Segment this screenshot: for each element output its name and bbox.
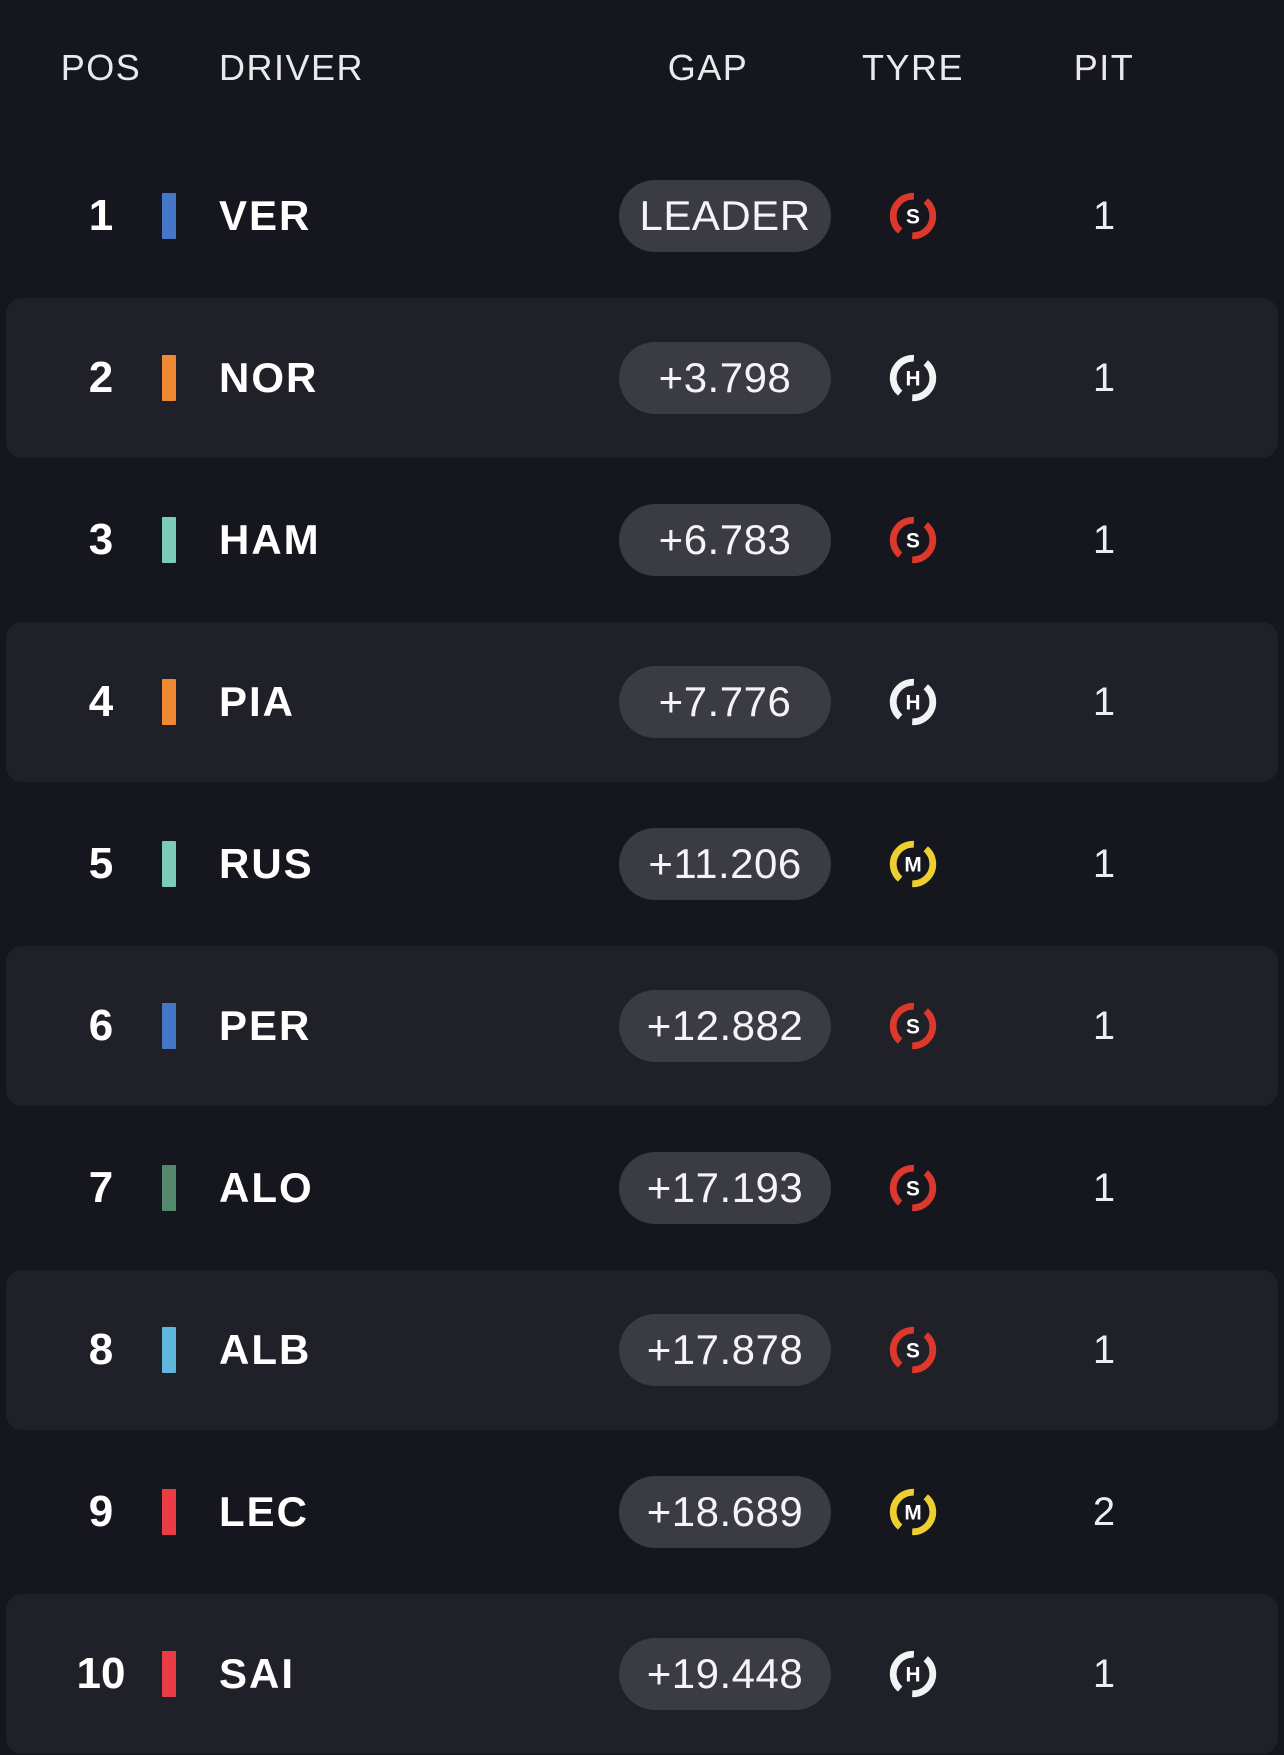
position-number: 3 xyxy=(88,515,114,564)
gap-badge: +7.776 xyxy=(619,666,831,738)
svg-text:H: H xyxy=(905,368,920,391)
svg-text:S: S xyxy=(906,530,920,553)
position-number: 2 xyxy=(88,353,114,402)
position-number: 8 xyxy=(88,1325,114,1374)
svg-text:H: H xyxy=(905,1664,920,1687)
medium-tyre-icon: M xyxy=(889,1488,937,1536)
svg-text:S: S xyxy=(906,1340,920,1363)
gap-badge: +17.193 xyxy=(619,1152,831,1224)
driver-code: ALB xyxy=(219,1326,312,1373)
pit-count: 1 xyxy=(1092,1165,1116,1210)
svg-text:S: S xyxy=(906,206,920,229)
team-color-bar xyxy=(162,1327,176,1373)
header-pit: PIT xyxy=(1073,46,1135,88)
driver-code: PER xyxy=(219,1002,312,1049)
pit-count: 1 xyxy=(1092,1651,1116,1696)
pit-count: 1 xyxy=(1092,1003,1116,1048)
soft-tyre-icon: S xyxy=(889,1326,937,1374)
driver-row-sai[interactable]: 10 SAI +19.448 H 1 xyxy=(0,1593,1284,1755)
hard-tyre-icon: H xyxy=(889,678,937,726)
driver-code: HAM xyxy=(219,516,321,563)
header-pos: POS xyxy=(60,46,142,88)
pit-count: 1 xyxy=(1092,1327,1116,1372)
medium-tyre-icon: M xyxy=(889,840,937,888)
driver-row-ham[interactable]: 3 HAM +6.783 S 1 xyxy=(0,459,1284,621)
team-color-bar xyxy=(162,1165,176,1211)
driver-row-alo[interactable]: 7 ALO +17.193 S 1 xyxy=(0,1107,1284,1269)
header-tyre: TYRE xyxy=(861,46,964,88)
hard-tyre-icon: H xyxy=(889,1650,937,1698)
driver-code: RUS xyxy=(219,840,314,887)
soft-tyre-icon: S xyxy=(889,516,937,564)
leaderboard-rows: 1 VER LEADER S 1 2 NOR +3.798 H 1 3 xyxy=(0,135,1284,1755)
team-color-bar xyxy=(162,841,176,887)
driver-code: VER xyxy=(219,192,312,239)
pit-count: 2 xyxy=(1092,1489,1116,1534)
gap-badge: +6.783 xyxy=(619,504,831,576)
gap-badge: +17.878 xyxy=(619,1314,831,1386)
position-number: 4 xyxy=(88,677,114,726)
driver-code: ALO xyxy=(219,1164,314,1211)
gap-badge: +11.206 xyxy=(619,828,831,900)
driver-code: PIA xyxy=(219,678,296,725)
pit-count: 1 xyxy=(1092,841,1116,886)
team-color-bar xyxy=(162,1003,176,1049)
soft-tyre-icon: S xyxy=(889,192,937,240)
driver-row-rus[interactable]: 5 RUS +11.206 M 1 xyxy=(0,783,1284,945)
position-number: 7 xyxy=(88,1163,114,1212)
team-color-bar xyxy=(162,355,176,401)
gap-badge: +12.882 xyxy=(619,990,831,1062)
hard-tyre-icon: H xyxy=(889,354,937,402)
svg-text:S: S xyxy=(906,1178,920,1201)
gap-badge: +3.798 xyxy=(619,342,831,414)
driver-row-pia[interactable]: 4 PIA +7.776 H 1 xyxy=(0,621,1284,783)
pit-count: 1 xyxy=(1092,679,1116,724)
svg-text:H: H xyxy=(905,692,920,715)
leaderboard-header: POS DRIVER GAP TYRE PIT xyxy=(0,0,1284,135)
gap-badge: +18.689 xyxy=(619,1476,831,1548)
driver-row-per[interactable]: 6 PER +12.882 S 1 xyxy=(0,945,1284,1107)
team-color-bar xyxy=(162,193,176,239)
pit-count: 1 xyxy=(1092,193,1116,238)
soft-tyre-icon: S xyxy=(889,1164,937,1212)
pit-count: 1 xyxy=(1092,517,1116,562)
position-number: 9 xyxy=(88,1487,114,1536)
soft-tyre-icon: S xyxy=(889,1002,937,1050)
pit-count: 1 xyxy=(1092,355,1116,400)
header-gap: GAP xyxy=(667,46,749,88)
position-number: 1 xyxy=(88,191,114,240)
team-color-bar xyxy=(162,1651,176,1697)
gap-badge: +19.448 xyxy=(619,1638,831,1710)
driver-code: SAI xyxy=(219,1650,296,1697)
driver-row-nor[interactable]: 2 NOR +3.798 H 1 xyxy=(0,297,1284,459)
driver-code: NOR xyxy=(219,354,319,401)
gap-badge: LEADER xyxy=(619,180,831,252)
position-number: 10 xyxy=(76,1649,126,1698)
svg-text:S: S xyxy=(906,1016,920,1039)
svg-text:M: M xyxy=(904,1502,921,1525)
header-driver: DRIVER xyxy=(219,46,365,88)
position-number: 6 xyxy=(88,1001,114,1050)
driver-code: LEC xyxy=(219,1488,309,1535)
driver-row-alb[interactable]: 8 ALB +17.878 S 1 xyxy=(0,1269,1284,1431)
driver-row-ver[interactable]: 1 VER LEADER S 1 xyxy=(0,135,1284,297)
team-color-bar xyxy=(162,679,176,725)
position-number: 5 xyxy=(88,839,114,888)
svg-text:M: M xyxy=(904,854,921,877)
team-color-bar xyxy=(162,517,176,563)
team-color-bar xyxy=(162,1489,176,1535)
driver-row-lec[interactable]: 9 LEC +18.689 M 2 xyxy=(0,1431,1284,1593)
